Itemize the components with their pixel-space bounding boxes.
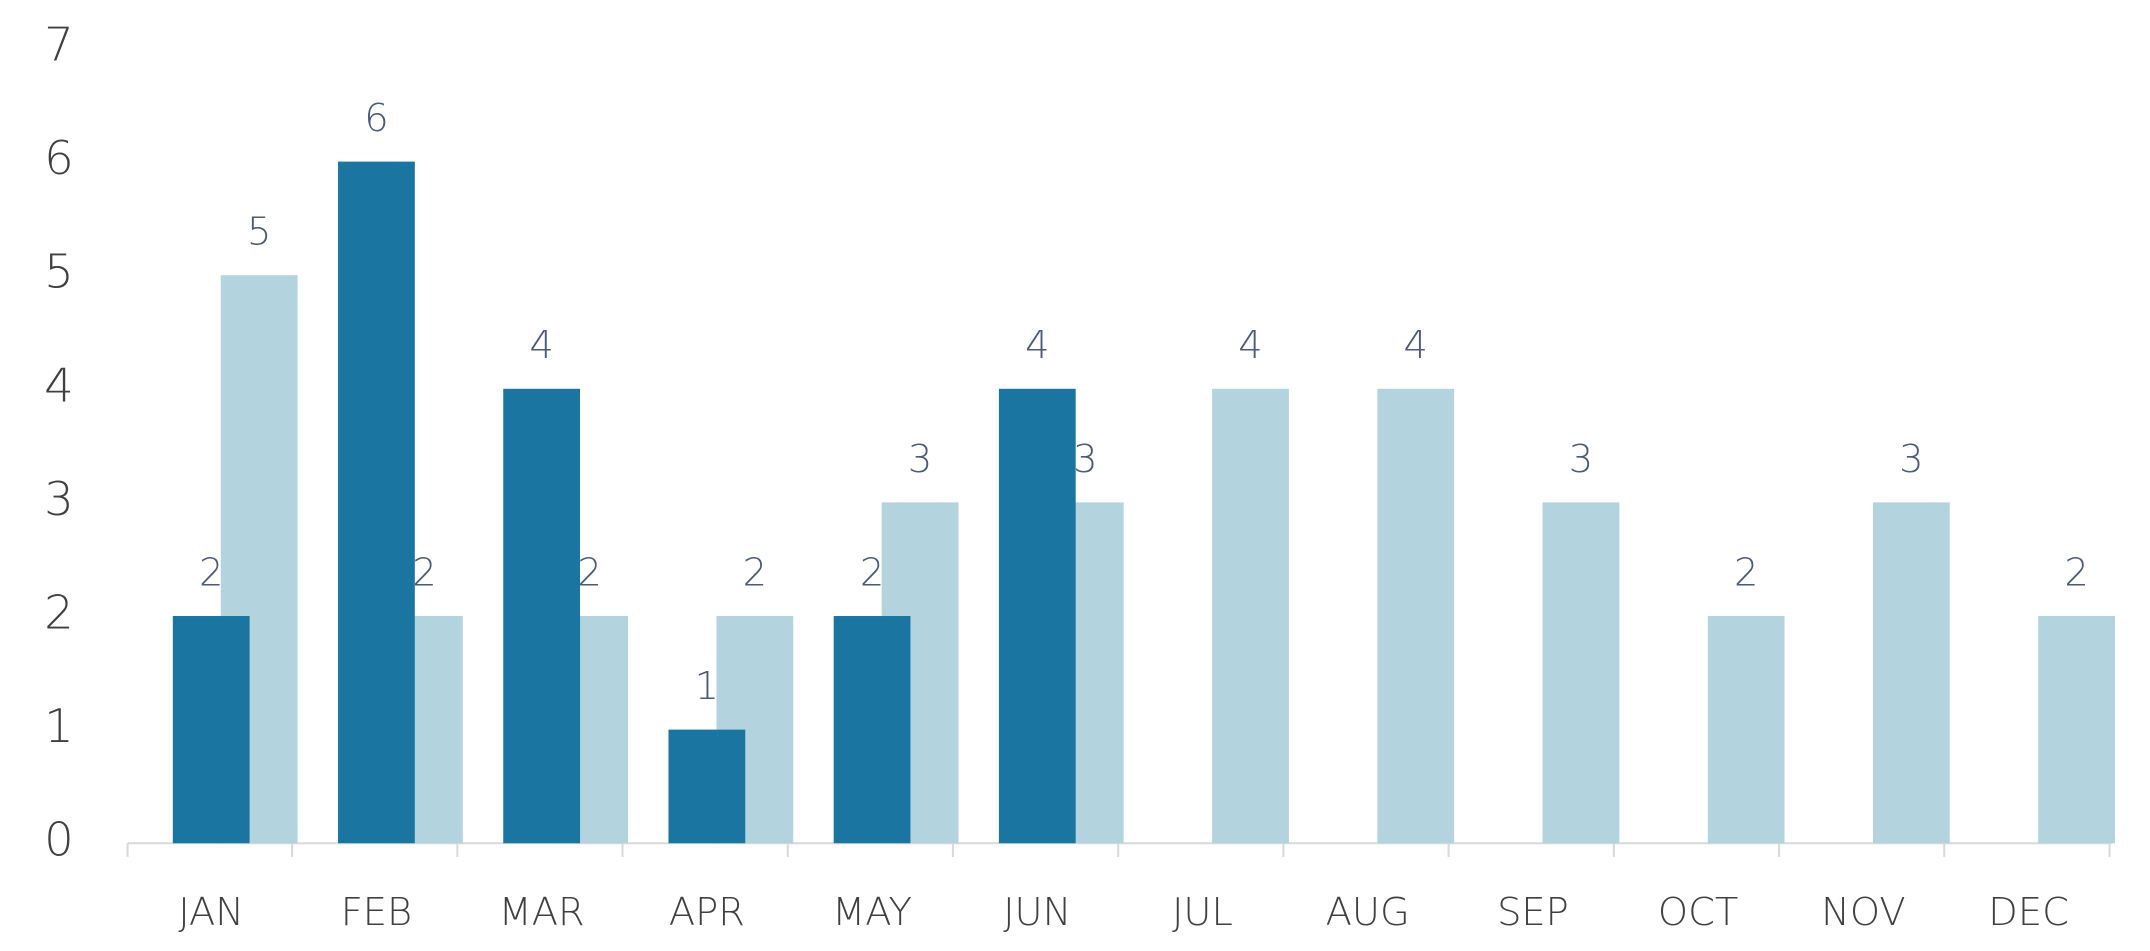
data-label: 2: [743, 550, 767, 595]
data-label: 2: [1734, 550, 1758, 595]
data-label: 4: [1025, 323, 1049, 368]
x-tick-label: FEB: [341, 890, 412, 935]
x-tick-label: OCT: [1658, 890, 1738, 935]
data-label: 2: [2064, 550, 2088, 595]
y-tick-label: 0: [44, 813, 74, 867]
bar: [998, 388, 1076, 844]
x-tick-label: SEP: [1497, 890, 1569, 935]
data-label: 1: [695, 664, 719, 709]
x-tick-label: AUG: [1326, 890, 1410, 935]
bar: [1542, 502, 1620, 844]
data-label: 3: [1073, 437, 1097, 482]
y-tick-label: 6: [44, 131, 74, 185]
data-label: 2: [860, 550, 884, 595]
bar: [1707, 616, 1785, 844]
x-tick-label: MAR: [499, 890, 585, 935]
x-tick-label: JUN: [1003, 890, 1071, 935]
bar: [1377, 388, 1455, 844]
bar: [338, 161, 415, 844]
x-tick-label: APR: [669, 890, 745, 935]
data-label: 2: [199, 550, 223, 595]
x-tick-label: JAN: [178, 890, 244, 935]
y-tick-label: 4: [44, 358, 74, 412]
data-label: 2: [412, 550, 436, 595]
bar: [1212, 388, 1289, 844]
bar: [1872, 502, 1950, 844]
x-tick-label: DEC: [1988, 890, 2069, 935]
data-label: 6: [364, 96, 388, 141]
data-label: 3: [1569, 437, 1593, 482]
x-tick-label: MAY: [832, 890, 912, 935]
y-tick-label: 2: [44, 586, 74, 640]
data-label: 5: [247, 210, 271, 255]
bar: [2038, 616, 2115, 844]
bar: [503, 388, 581, 844]
x-tick-label: NOV: [1821, 890, 1906, 935]
bar: [172, 616, 250, 844]
y-tick-label: 1: [44, 699, 74, 753]
x-tick-label: JUL: [1172, 890, 1233, 935]
data-label: 2: [577, 550, 601, 595]
bar: [833, 616, 911, 844]
y-tick-label: 3: [44, 472, 74, 526]
data-label: 3: [908, 437, 932, 482]
data-label: 3: [1899, 437, 1923, 482]
data-label: 4: [1404, 323, 1428, 368]
data-label: 4: [529, 323, 553, 368]
data-label: 4: [1238, 323, 1262, 368]
y-tick-label: 7: [44, 17, 74, 71]
y-tick-label: 5: [44, 245, 74, 299]
bar: [668, 729, 746, 844]
